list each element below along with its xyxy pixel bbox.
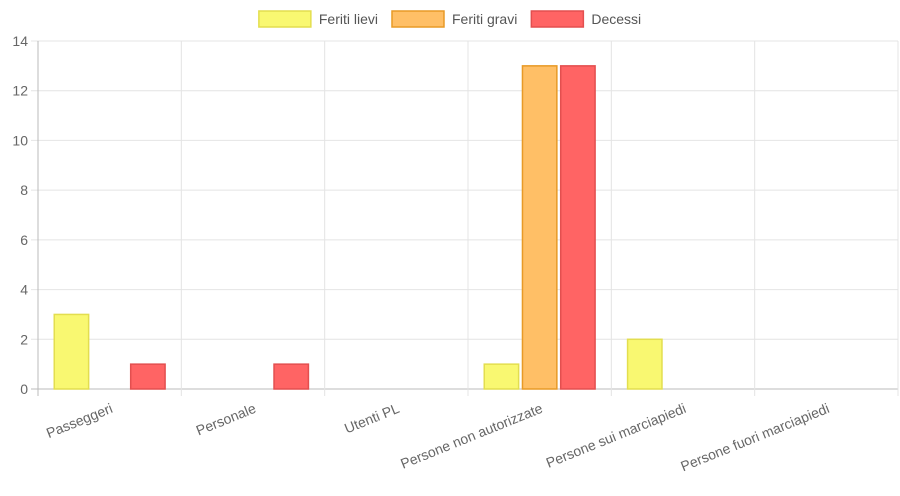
legend-swatch bbox=[258, 10, 312, 28]
x-tick-label: Utenti PL bbox=[342, 400, 402, 436]
bar[interactable] bbox=[483, 363, 520, 390]
x-tick-label: Persone non autorizzate bbox=[398, 400, 545, 472]
legend-swatch bbox=[391, 10, 445, 28]
y-tick-label: 10 bbox=[12, 132, 28, 148]
y-tick-label: 4 bbox=[20, 282, 28, 298]
y-tick-label: 0 bbox=[20, 381, 28, 397]
bar[interactable] bbox=[626, 338, 663, 390]
y-tick-label: 8 bbox=[20, 182, 28, 198]
x-tick-label: Passeggeri bbox=[44, 400, 115, 441]
bar[interactable] bbox=[53, 313, 90, 390]
legend-item[interactable]: Feriti gravi bbox=[391, 10, 517, 28]
y-tick-label: 14 bbox=[12, 33, 28, 49]
y-axis-ticks: 0 2 4 6 8 10 12 14 bbox=[12, 33, 28, 397]
bar[interactable] bbox=[273, 363, 310, 390]
legend-label: Feriti gravi bbox=[452, 11, 517, 27]
legend-label: Decessi bbox=[591, 11, 641, 27]
y-tick-label: 2 bbox=[20, 331, 28, 347]
grid bbox=[31, 40, 899, 396]
y-tick-label: 6 bbox=[20, 232, 28, 248]
legend-item[interactable]: Decessi bbox=[530, 10, 641, 28]
x-tick-label: Persone fuori marciapiedi bbox=[678, 400, 831, 474]
bar[interactable] bbox=[521, 65, 558, 390]
legend-item[interactable]: Feriti lievi bbox=[258, 10, 378, 28]
bars bbox=[53, 65, 663, 390]
legend-swatch bbox=[530, 10, 585, 28]
x-tick-label: Persone sui marciapiedi bbox=[544, 400, 689, 471]
y-tick-label: 12 bbox=[12, 83, 28, 99]
legend-label: Feriti lievi bbox=[319, 11, 378, 27]
x-tick-label: Personale bbox=[194, 400, 259, 439]
bar[interactable] bbox=[559, 65, 596, 390]
bar[interactable] bbox=[129, 363, 166, 390]
legend: Feriti lievi Feriti gravi Decessi bbox=[258, 10, 641, 28]
